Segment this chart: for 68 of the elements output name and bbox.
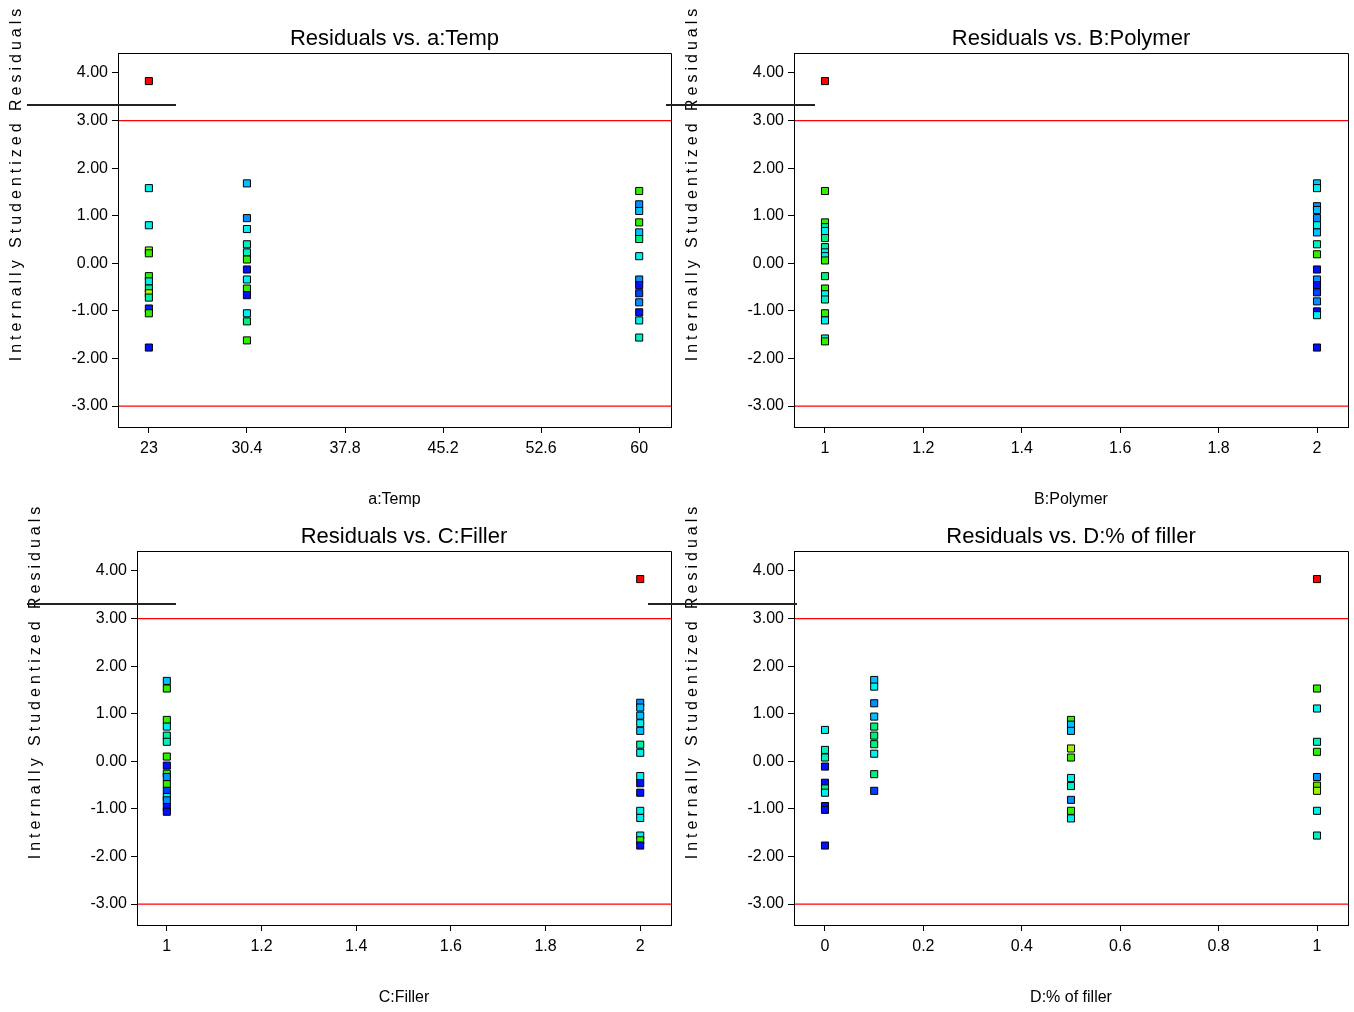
x-tick-label: 1: [1312, 937, 1322, 955]
y-tick-label: 3.00: [752, 110, 785, 128]
chart-title: Residuals vs. a:Temp: [289, 25, 500, 50]
y-axis-title: Internally Studentized Residuals: [683, 502, 701, 860]
y-tick-label: 2.00: [76, 158, 109, 176]
y-tick-label: 1.00: [752, 704, 785, 722]
y-tick-label: 0.00: [95, 751, 128, 769]
x-tick-label: 1.4: [1010, 439, 1034, 457]
y-tick-label: 1.00: [752, 206, 785, 224]
y-tick-label: 4.00: [752, 561, 785, 579]
x-axis-title: a:Temp: [368, 490, 421, 507]
y-tick-label: 2.00: [752, 158, 785, 176]
y-tick-label: 2.00: [752, 656, 785, 674]
y-tick-label: 0.00: [76, 253, 109, 271]
y-tick-label: -3.00: [71, 396, 109, 414]
x-tick-label: 52.6: [525, 439, 557, 457]
y-tick-label: 2.00: [95, 656, 128, 674]
y-tick-label: -1.00: [747, 799, 785, 817]
y-tick-label: -2.00: [90, 846, 128, 864]
y-tick-label: -2.00: [71, 348, 109, 366]
x-tick-label: 45.2: [427, 439, 459, 457]
chart-title: Residuals vs. B:Polymer: [951, 25, 1191, 50]
x-axis-title: C:Filler: [378, 988, 430, 1005]
y-tick-label: 4.00: [95, 561, 128, 579]
x-tick-label: 37.8: [329, 439, 361, 457]
y-tick-label: -3.00: [747, 894, 785, 912]
y-tick-label: 3.00: [76, 110, 109, 128]
x-tick-label: 1: [162, 937, 172, 955]
y-tick-label: 0.00: [752, 751, 785, 769]
y-tick-label: 0.00: [752, 253, 785, 271]
x-tick-label: 1.4: [345, 937, 368, 955]
x-tick-label: 2: [1312, 439, 1322, 457]
x-tick-label: 2: [635, 937, 645, 955]
x-tick-label: 0.4: [1010, 937, 1034, 955]
y-tick-label: 4.00: [76, 63, 109, 81]
chart-title: Residuals vs. C:Filler: [300, 523, 508, 548]
x-axis-title: D:% of filler: [1030, 988, 1113, 1005]
y-axis-title: Internally Studentized Residuals: [683, 4, 701, 362]
y-tick-label: -1.00: [747, 301, 785, 319]
y-tick-label: 1.00: [95, 704, 128, 722]
y-tick-label: -3.00: [747, 396, 785, 414]
y-tick-label: -2.00: [747, 348, 785, 366]
y-tick-label: -1.00: [90, 799, 128, 817]
x-axis-title: B:Polymer: [1034, 490, 1109, 507]
x-tick-label: 0.8: [1207, 937, 1230, 955]
y-axis-title: Internally Studentized Residuals: [7, 4, 25, 362]
chart-title: Residuals vs. D:% of filler: [946, 523, 1196, 548]
x-tick-label: 30.4: [231, 439, 263, 457]
y-tick-label: -1.00: [71, 301, 109, 319]
y-tick-label: 3.00: [752, 608, 785, 626]
y-axis-title: Internally Studentized Residuals: [26, 502, 44, 860]
x-tick-label: 1: [820, 439, 830, 457]
y-tick-label: 1.00: [76, 206, 109, 224]
x-tick-label: 0.2: [912, 937, 935, 955]
x-tick-label: 1.8: [1207, 439, 1230, 457]
y-tick-label: 4.00: [752, 63, 785, 81]
x-tick-label: 1.2: [912, 439, 935, 457]
x-tick-label: 0.6: [1109, 937, 1132, 955]
x-tick-label: 1.8: [534, 937, 557, 955]
y-tick-label: -3.00: [90, 894, 128, 912]
x-tick-label: 0: [820, 937, 830, 955]
x-tick-label: 60: [630, 439, 649, 457]
x-tick-label: 1.2: [250, 937, 273, 955]
x-tick-label: 1.6: [1109, 439, 1132, 457]
x-tick-label: 1.6: [439, 937, 463, 955]
x-tick-label: 23: [139, 439, 158, 457]
y-tick-label: 3.00: [95, 608, 128, 626]
y-tick-label: -2.00: [747, 846, 785, 864]
